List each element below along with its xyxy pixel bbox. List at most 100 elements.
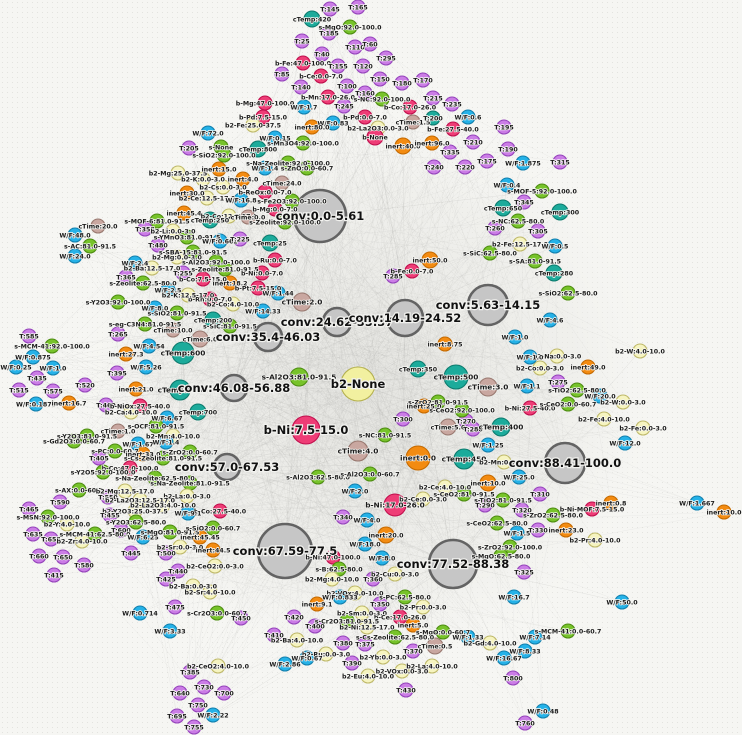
graph-node[interactable]: T:575 [45,383,61,399]
graph-node[interactable]: s-MgO:0.0-60.7 [435,624,451,640]
graph-node[interactable]: T:215 [425,90,441,106]
graph-node[interactable]: T:220 [457,159,473,175]
graph-node[interactable]: b2-Ba:4.0-10.0 [289,632,305,648]
graph-node[interactable]: T:335 [442,144,458,160]
graph-node[interactable]: s-AC:81.0-91.5 [82,238,98,254]
graph-node[interactable]: T:445 [123,545,139,561]
graph-node[interactable]: s-ZnO:0.0-60.7 [299,160,315,176]
graph-node[interactable]: T:345 [516,194,532,210]
graph-node[interactable]: b2-Sr:0.0-3.0 [172,539,188,555]
graph-node[interactable]: s-Cr2O3:81.0-91.5 [339,613,355,629]
graph-node[interactable]: W/F:4.6 [542,312,558,328]
graph-node[interactable]: T:60 [362,36,378,52]
graph-node[interactable]: b2-Cu:0.0-3.0 [387,566,403,582]
graph-node[interactable]: s-CeO2:92.0-100.0 [454,402,470,418]
graph-node[interactable]: T:365 [118,269,134,285]
graph-node[interactable]: s-PC:0.0-60.7 [107,443,123,459]
graph-node[interactable]: b-Co:47.0-100.0 [122,460,138,476]
graph-node[interactable]: inert:21.0 [128,381,144,397]
graph-node[interactable]: T:640 [172,685,188,701]
graph-node[interactable]: W/F:1.0 [45,360,61,376]
conversion-hub-node[interactable]: conv:57.0-67.53 [212,452,242,482]
graph-node[interactable]: T:355 [137,221,153,237]
graph-node[interactable]: b-Mn:17.0-26.0 [320,89,336,105]
graph-node[interactable]: T:170 [415,72,431,88]
graph-node[interactable]: T:180 [394,75,410,91]
graph-node[interactable]: s-AX:0.0-60.7 [71,482,87,498]
graph-node[interactable]: b2-Y:4.0-10.0 [59,516,75,532]
conversion-hub-node[interactable]: conv:14.19-24.52 [385,298,425,338]
graph-node[interactable]: T:400 [307,618,323,634]
graph-node[interactable]: T:425 [158,571,174,587]
graph-node[interactable]: b-Ni:27.5-40.0 [522,400,538,416]
graph-node[interactable]: b2-CeO2:0.0-3.0 [207,558,223,574]
graph-node[interactable]: T:330 [530,522,546,538]
graph-node[interactable]: s-ZrO2:92.0-100.0 [502,539,518,555]
graph-node[interactable]: s-Zeolite:81.0-91.5 [217,261,233,277]
graph-node[interactable]: W/F:8.0 [147,300,163,316]
graph-node[interactable]: s-ZrO2:0.0-60.7 [182,444,198,460]
graph-node[interactable]: T:40 [314,46,330,62]
graph-node[interactable]: b-Rh:0.0-7.0 [202,291,218,307]
graph-node[interactable]: b2-Eu:4.0-10.0 [360,668,376,684]
graph-node[interactable]: T:700 [216,685,232,701]
graph-node[interactable]: s-SiO2:62.5-80.0 [560,285,576,301]
graph-node[interactable]: cTime:2.0 [292,292,312,312]
graph-node[interactable]: cTemp:400 [491,417,511,437]
graph-node[interactable]: s-MgO:81.0-91.5 [162,524,178,540]
graph-node[interactable]: inert:45.4 [176,205,192,221]
graph-node[interactable]: cTime:4.0 [347,440,369,462]
graph-node[interactable]: s-MOF-6:81.0-91.5 [149,213,165,229]
conversion-hub-node[interactable]: conv:88.41-100.0 [543,441,587,485]
graph-node[interactable]: T:650 [55,549,71,565]
graph-node[interactable]: T:800 [505,670,521,686]
graph-node[interactable]: T:275 [550,374,566,390]
graph-node[interactable]: T:140 [293,79,309,95]
graph-node[interactable]: W/F:1.1 [519,378,535,394]
graph-node[interactable]: b-Ni:7.5-15.0 [291,415,321,445]
conversion-hub-node[interactable]: conv:35.4-46.03 [252,321,284,353]
graph-node[interactable]: b2-Pr:0.0-3.0 [415,599,431,615]
graph-node[interactable]: b2-W:0.0-3.0 [615,394,631,410]
graph-node[interactable]: inert:33.0 [135,446,151,462]
graph-node[interactable]: b-Fe:0.0-7.0 [404,263,420,279]
graph-node[interactable]: T:600 [113,522,129,538]
graph-node[interactable]: T:305 [530,223,546,239]
graph-node[interactable]: W/F:16.8 [233,192,249,208]
graph-node[interactable]: s-SiO2:92.0-100.0 [216,147,232,163]
graph-node[interactable]: s-Gd2O3:0.0-60.7 [66,433,82,449]
graph-node[interactable]: W/F:50.0 [614,594,630,610]
graph-node[interactable]: T:145 [322,1,338,17]
graph-node[interactable]: T:350 [372,596,388,612]
graph-node[interactable]: W/F:0.875 [25,349,41,365]
graph-node[interactable]: T:750 [190,697,206,713]
graph-node[interactable]: b2-Mg:12.5-17.0 [117,483,133,499]
graph-node[interactable]: T:100 [339,78,355,94]
graph-node[interactable]: T:360 [365,571,381,587]
graph-node[interactable]: W/F:0.662 [212,233,228,249]
graph-node[interactable]: cTime:1.0 [110,423,126,439]
graph-node[interactable]: T:580 [76,557,92,573]
graph-node[interactable]: b-Ni:47.0-100.0 [325,549,341,565]
graph-node[interactable]: cTemp:300 [551,203,569,221]
graph-node[interactable]: s-TiO2:81.0-91.5 [495,492,511,508]
graph-node[interactable]: b-Ni:17.0-26.0 [383,493,407,517]
graph-node[interactable]: cTemp:200 [204,311,222,329]
graph-node[interactable]: W/F:16.7 [506,589,522,605]
graph-node[interactable]: T:390 [344,655,360,671]
graph-node[interactable]: inert:40.0 [394,137,412,155]
graph-node[interactable]: W/F:6.25 [135,529,151,545]
graph-node[interactable]: inert:10.0 [479,474,497,492]
graph-node[interactable]: b2-La2O3:4.0-10.0 [155,497,171,513]
graph-node[interactable]: b-Ru:0.0-7.0 [267,252,283,268]
graph-node[interactable]: T:380 [335,635,351,651]
graph-node[interactable]: T:165 [350,0,366,15]
graph-node[interactable]: T:755 [186,719,202,735]
graph-node[interactable]: cTime:3.0 [478,377,498,397]
graph-node[interactable]: s-Y2O3:81.0-91.5 [79,428,95,444]
graph-node[interactable]: T:235 [444,96,460,112]
graph-node[interactable]: T:520 [77,377,93,393]
graph-node[interactable]: T:635 [25,526,41,542]
graph-node[interactable]: T:265 [110,326,126,342]
graph-node[interactable]: W/F:6.67 [159,410,175,426]
